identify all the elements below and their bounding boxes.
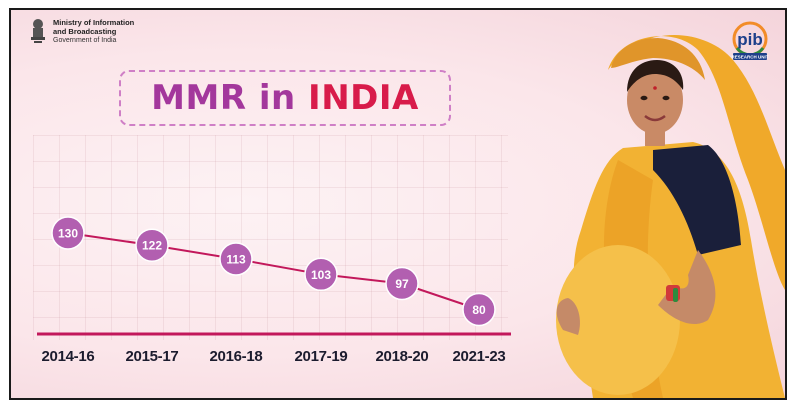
pregnant-woman-illustration <box>556 35 785 398</box>
data-label-2017-19: 103 <box>311 268 331 282</box>
x-tick-label-2021-23: 2021-23 <box>453 348 506 365</box>
data-point-2018-20 <box>385 266 419 301</box>
data-label-2016-18: 113 <box>226 253 246 267</box>
data-point-2021-23 <box>462 292 496 327</box>
ministry-header: Ministry of Information and Broadcasting… <box>29 18 134 45</box>
page-title: MMR in INDIA <box>151 78 419 118</box>
government-of-india: Government of India <box>53 37 117 44</box>
ministry-name-line2: and Broadcasting <box>53 27 117 36</box>
data-label-2014-16: 130 <box>58 227 78 241</box>
ministry-name-line1: Ministry of Information <box>53 18 135 27</box>
ministry-text: Ministry of Information and Broadcasting… <box>53 18 134 45</box>
infographic-frame: Ministry of Information and Broadcasting… <box>9 8 787 400</box>
x-tick-label-2015-17: 2015-17 <box>126 348 179 365</box>
x-tick-label-2017-19: 2017-19 <box>295 348 348 365</box>
x-tick-label-2016-18: 2016-18 <box>210 348 263 365</box>
data-point-2014-16 <box>51 216 85 250</box>
data-label-2021-23: 80 <box>472 303 486 317</box>
background-grid <box>33 135 508 340</box>
x-tick-label-2018-20: 2018-20 <box>376 348 429 365</box>
pib-logo-text: pib <box>737 30 763 49</box>
data-point-2015-17 <box>135 228 169 262</box>
data-point-2016-18 <box>219 242 253 276</box>
series-line <box>67 232 480 311</box>
pib-research-unit-logo: pib RESEARCH UNIT <box>731 21 769 60</box>
pib-logo-subtext: RESEARCH UNIT <box>731 55 768 60</box>
data-label-2018-20: 97 <box>395 277 409 291</box>
title-banner: MMR in INDIA <box>119 70 451 126</box>
data-point-2017-19 <box>304 257 338 292</box>
x-tick-label-2014-16: 2014-16 <box>42 348 95 365</box>
title-part-mmr: MMR in <box>151 78 309 118</box>
title-part-india: INDIA <box>308 78 419 118</box>
national-emblem-icon <box>31 19 45 43</box>
data-label-2015-17: 122 <box>142 239 162 253</box>
mmr-line-chart: 130 122 113 103 97 80 2014-16 2015-17 2016-18 20… <box>37 216 511 365</box>
